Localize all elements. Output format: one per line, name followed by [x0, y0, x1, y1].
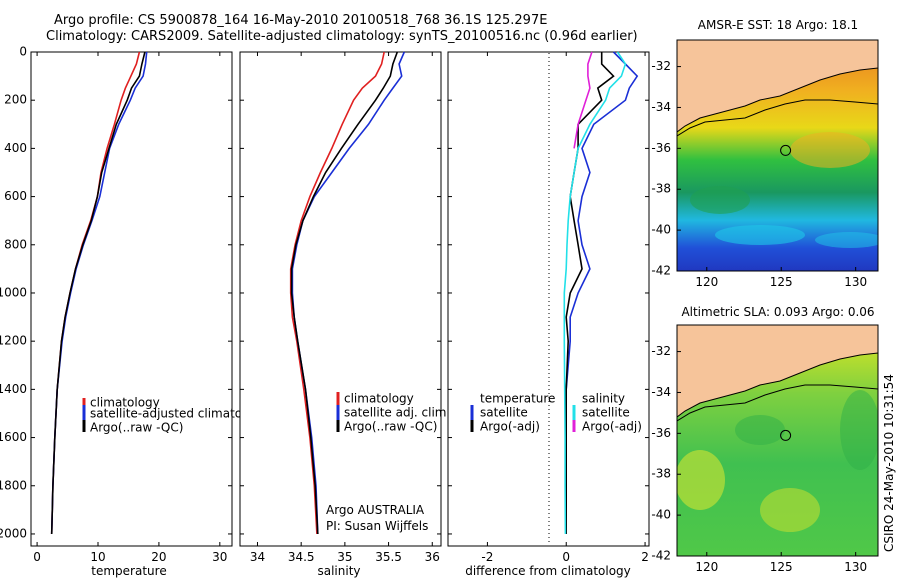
salinity-axes-box — [239, 51, 442, 547]
sla-contour — [677, 384, 878, 422]
legend-label-climatology: climatology — [344, 392, 414, 406]
map-y-tick-label: -42 — [651, 549, 671, 563]
map-y-tick-label: -38 — [651, 182, 671, 196]
figure-title-line2: Climatology: CARS2009. Satellite-adjuste… — [46, 29, 638, 44]
sst-land — [677, 40, 878, 133]
y-tick-label: 400 — [4, 141, 27, 155]
temperature-axes-box — [30, 51, 233, 547]
legend-label-argo: Argo(..raw -QC) — [90, 421, 183, 435]
difference-panel: -2 0 2 difference from climatology tempera… — [447, 51, 650, 578]
salinity-legend: climatology satellite adj. clim. Argo(..… — [336, 392, 450, 434]
legend-label-satellite: satellite-adjusted climatology — [90, 407, 268, 421]
x-tick-label: 34.5 — [288, 550, 315, 564]
map-y-tick-label: -34 — [651, 385, 671, 399]
legend-heading-temperature: temperature — [480, 392, 555, 406]
legend-label-sal-argo: Argo(-adj) — [582, 420, 642, 434]
series-line-argo — [290, 51, 399, 535]
argo-pi-label: PI: Susan Wijffels — [326, 519, 428, 533]
temperature-panel: 0 10 20 30 0 200 400 600 800 1000 1200 1400 1600 180… — [0, 45, 268, 579]
x-tick-label: 20 — [151, 550, 166, 564]
map-x-tick-label: 120 — [695, 560, 718, 574]
difference-axes-box — [447, 51, 650, 547]
sla-axes-box — [676, 324, 879, 557]
series-line-sal_argo — [573, 51, 593, 149]
legend-label-satellite: satellite adj. clim. — [344, 406, 450, 420]
map-x-tick-label: 130 — [844, 275, 867, 289]
series-line-climatology — [289, 51, 385, 535]
salinity-panel: 34 34.5 35 35.5 36 salinity climatology sate… — [239, 51, 450, 578]
x-tick-label: 10 — [90, 550, 105, 564]
y-tick-label: 1800 — [0, 478, 27, 492]
map-y-tick-label: -32 — [651, 59, 671, 73]
y-tick-label: 1200 — [0, 334, 27, 348]
legend-label-argo: Argo(..raw -QC) — [344, 420, 437, 434]
series-line-sal_satellite — [563, 51, 627, 535]
y-tick-label: 0 — [19, 45, 27, 59]
map-y-tick-label: -40 — [651, 508, 671, 522]
timestamp-stamp: CSIRO 24-May-2010 10:31:54 — [882, 374, 896, 552]
x-tick-label: 2 — [641, 550, 649, 564]
salinity-xlabel: salinity — [317, 564, 360, 578]
x-tick-label: 35.5 — [375, 550, 402, 564]
sst-argo-location-marker — [780, 144, 792, 156]
map-y-tick-label: -40 — [651, 223, 671, 237]
sla-land — [677, 325, 878, 418]
difference-legend: temperature satellite Argo(-adj) salinit… — [470, 392, 642, 434]
sst-map-panel: AMSR-E SST: 18 Argo: 18.1 120 125 130 -32 -3… — [651, 18, 879, 289]
x-tick-label: 30 — [212, 550, 227, 564]
x-tick-label: 34 — [250, 550, 265, 564]
map-y-tick-label: -34 — [651, 100, 671, 114]
x-tick-label: 35 — [337, 550, 352, 564]
map-y-tick-label: -42 — [651, 264, 671, 278]
sst-map-title: AMSR-E SST: 18 Argo: 18.1 — [698, 18, 858, 32]
map-y-tick-label: -38 — [651, 467, 671, 481]
sla-map-panel: Altimetric SLA: 0.093 Argo: 0.06 120 125 1… — [651, 305, 879, 574]
y-tick-label: 600 — [4, 189, 27, 203]
sst-axes-box — [676, 39, 879, 272]
y-tick-label: 2000 — [0, 526, 27, 540]
difference-xlabel: difference from climatology — [465, 564, 631, 578]
y-tick-label: 800 — [4, 237, 27, 251]
sst-contour — [677, 99, 878, 137]
y-tick-label: 200 — [4, 93, 27, 107]
map-y-tick-label: -36 — [651, 426, 671, 440]
legend-label-sal-satellite: satellite — [582, 406, 630, 420]
argo-program-label: Argo AUSTRALIA — [326, 503, 425, 517]
y-tick-label: 1000 — [0, 285, 27, 299]
y-tick-label: 1600 — [0, 430, 27, 444]
map-y-tick-label: -32 — [651, 344, 671, 358]
sla-argo-location-marker — [780, 429, 792, 441]
x-tick-label: 0 — [33, 550, 41, 564]
y-tick-label: 1400 — [0, 382, 27, 396]
map-x-tick-label: 125 — [770, 275, 793, 289]
figure-title-line1: Argo profile: CS 5900878_164 16-May-2010… — [54, 13, 548, 28]
map-x-tick-label: 120 — [695, 275, 718, 289]
sla-map-title: Altimetric SLA: 0.093 Argo: 0.06 — [681, 305, 874, 319]
x-tick-label: 36 — [425, 550, 440, 564]
series-line-argo — [50, 51, 146, 535]
map-x-tick-label: 125 — [770, 560, 793, 574]
temperature-xlabel: temperature — [91, 564, 166, 578]
x-tick-label: 0 — [562, 550, 570, 564]
series-line-argo — [565, 52, 615, 534]
temperature-legend: climatology satellite-adjusted climatolo… — [82, 396, 268, 435]
map-y-tick-label: -36 — [651, 141, 671, 155]
x-tick-label: -2 — [481, 550, 493, 564]
legend-label-temp-satellite: satellite — [480, 406, 528, 420]
legend-label-climatology: climatology — [90, 396, 160, 410]
map-x-tick-label: 130 — [844, 560, 867, 574]
legend-heading-salinity: salinity — [582, 392, 625, 406]
legend-label-temp-argo: Argo(-adj) — [480, 420, 540, 434]
